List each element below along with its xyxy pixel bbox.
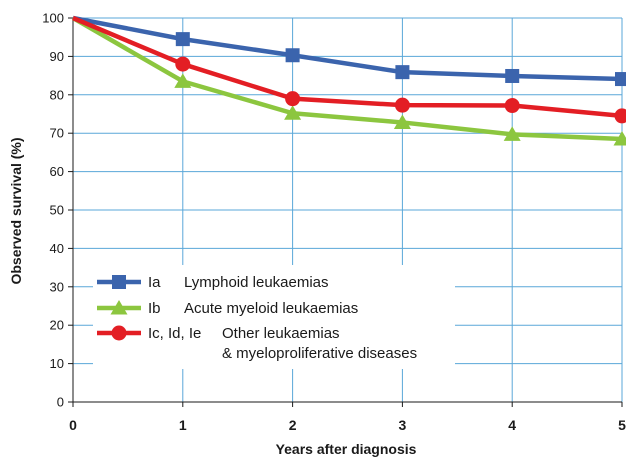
legend-code: Ib	[148, 300, 161, 317]
x-axis-label: Years after diagnosis	[276, 441, 417, 457]
legend-item-2: Ib Acute myeloid leukaemias	[97, 300, 358, 317]
legend-label: Acute myeloid leukaemias	[184, 300, 358, 317]
y-tick-label: 90	[50, 49, 64, 64]
legend: Ia Lymphoid leukaemias Ib Acute myeloid leu…	[93, 265, 455, 369]
data-point	[175, 32, 190, 47]
data-point	[393, 114, 411, 129]
y-tick-label: 20	[50, 318, 64, 333]
data-point	[285, 91, 301, 107]
y-tick-label: 100	[42, 11, 64, 26]
x-tick-labels: 0 1 2 3 4 5	[69, 417, 626, 433]
data-point	[504, 98, 520, 114]
series-line	[72, 15, 623, 119]
series-3	[72, 15, 626, 124]
legend-swatch-marker	[112, 275, 126, 289]
y-tick-labels: 0 10 20 30 40 50 60 70 80 90 100	[42, 11, 64, 410]
y-axis-label: Observed survival (%)	[8, 137, 24, 284]
axes	[68, 17, 623, 407]
legend-item-3: Ic, Id, Ie Other leukaemias & myeloprolife…	[97, 325, 417, 362]
series-2	[71, 16, 626, 146]
x-tick-label: 1	[179, 417, 187, 433]
data-point	[395, 65, 410, 80]
x-tick-label: 0	[69, 417, 77, 433]
series-1	[72, 15, 626, 87]
legend-label-line2: & myeloproliferative diseases	[222, 345, 417, 362]
y-tick-label: 80	[50, 87, 64, 102]
y-tick-label: 10	[50, 356, 64, 371]
data-point	[174, 73, 192, 88]
data-point	[394, 97, 410, 113]
data-point	[175, 56, 191, 72]
y-tick-label: 40	[50, 241, 64, 256]
data-point	[614, 108, 626, 124]
data-point	[505, 68, 520, 83]
x-tick-label: 4	[508, 417, 516, 433]
data-point	[613, 130, 626, 146]
legend-item-1: Ia Lymphoid leukaemias	[97, 274, 329, 291]
data-point	[503, 126, 521, 141]
series-group	[71, 15, 626, 146]
legend-background	[93, 265, 455, 369]
y-tick-label: 60	[50, 164, 64, 179]
y-tick-label: 0	[57, 395, 64, 410]
data-point	[284, 105, 302, 120]
data-point	[615, 72, 626, 87]
legend-label: Lymphoid leukaemias	[184, 274, 329, 291]
y-tick-label: 70	[50, 126, 64, 141]
legend-swatch-marker	[111, 325, 127, 341]
data-point	[285, 48, 300, 63]
legend-code: Ia	[148, 274, 161, 291]
y-tick-label: 50	[50, 203, 64, 218]
y-tick-label: 30	[50, 279, 64, 294]
series-line	[71, 16, 623, 142]
series-line	[72, 15, 623, 82]
legend-label: Other leukaemias	[222, 325, 340, 342]
x-tick-label: 3	[399, 417, 407, 433]
legend-swatch-marker	[110, 300, 128, 315]
x-tick-label: 5	[618, 417, 626, 433]
x-tick-label: 2	[289, 417, 297, 433]
legend-code: Ic, Id, Ie	[148, 325, 201, 342]
